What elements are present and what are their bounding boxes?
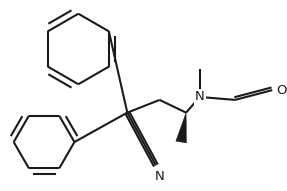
Text: N: N [195,91,205,104]
Polygon shape [176,113,187,143]
Text: O: O [276,84,287,97]
Text: N: N [155,170,164,183]
